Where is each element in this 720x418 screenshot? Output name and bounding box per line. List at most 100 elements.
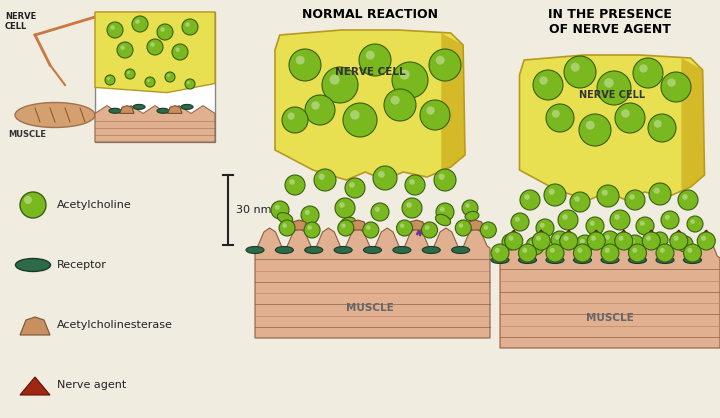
Circle shape: [425, 225, 429, 230]
Ellipse shape: [422, 247, 440, 253]
Circle shape: [550, 248, 555, 253]
Circle shape: [462, 200, 478, 216]
Circle shape: [185, 22, 190, 27]
Circle shape: [271, 201, 289, 219]
Circle shape: [161, 27, 165, 32]
Circle shape: [495, 248, 500, 253]
Circle shape: [508, 236, 513, 241]
Circle shape: [110, 25, 115, 30]
Circle shape: [400, 223, 405, 228]
Circle shape: [392, 62, 428, 98]
Circle shape: [597, 185, 619, 207]
Ellipse shape: [275, 247, 293, 253]
Text: NERVE
CELL: NERVE CELL: [5, 12, 36, 31]
Circle shape: [147, 79, 150, 82]
Circle shape: [526, 237, 544, 255]
Circle shape: [654, 120, 662, 128]
Circle shape: [491, 244, 509, 262]
Ellipse shape: [491, 257, 509, 263]
Circle shape: [646, 236, 651, 241]
Circle shape: [629, 194, 635, 200]
Circle shape: [391, 96, 400, 104]
Circle shape: [145, 77, 155, 87]
Circle shape: [558, 210, 578, 230]
Circle shape: [639, 64, 648, 73]
Circle shape: [287, 112, 294, 120]
Circle shape: [289, 179, 294, 185]
Circle shape: [629, 244, 647, 262]
Ellipse shape: [15, 102, 95, 127]
Circle shape: [586, 121, 595, 130]
Circle shape: [574, 244, 592, 262]
Circle shape: [601, 244, 619, 262]
Circle shape: [338, 220, 354, 236]
Polygon shape: [120, 106, 134, 113]
Circle shape: [533, 70, 563, 100]
Polygon shape: [467, 220, 485, 230]
Ellipse shape: [133, 104, 145, 110]
Polygon shape: [290, 220, 308, 230]
Circle shape: [630, 239, 635, 244]
Circle shape: [555, 235, 560, 240]
Circle shape: [147, 39, 163, 55]
Ellipse shape: [546, 257, 564, 263]
Circle shape: [311, 101, 320, 110]
Circle shape: [335, 198, 355, 218]
Polygon shape: [95, 106, 215, 142]
Circle shape: [107, 77, 110, 80]
Circle shape: [373, 166, 397, 190]
Circle shape: [505, 237, 510, 242]
Circle shape: [384, 89, 416, 121]
Circle shape: [655, 235, 660, 240]
Circle shape: [484, 225, 488, 230]
Circle shape: [701, 236, 706, 241]
Circle shape: [618, 236, 624, 241]
Circle shape: [680, 240, 685, 244]
Circle shape: [601, 231, 619, 249]
Circle shape: [182, 19, 198, 35]
Circle shape: [120, 46, 125, 50]
Circle shape: [434, 169, 456, 191]
Polygon shape: [275, 30, 465, 180]
FancyBboxPatch shape: [95, 12, 215, 142]
Circle shape: [576, 235, 594, 253]
Circle shape: [402, 198, 422, 218]
Text: Acetylcholine: Acetylcholine: [57, 200, 132, 210]
Circle shape: [539, 76, 548, 85]
Circle shape: [341, 223, 346, 228]
Ellipse shape: [574, 257, 592, 263]
Polygon shape: [520, 55, 704, 200]
Circle shape: [24, 196, 32, 204]
Circle shape: [625, 190, 645, 210]
Circle shape: [502, 234, 518, 250]
Circle shape: [150, 42, 155, 47]
Circle shape: [656, 244, 674, 262]
Circle shape: [688, 248, 693, 253]
Polygon shape: [255, 228, 490, 338]
Polygon shape: [505, 230, 523, 240]
Circle shape: [677, 236, 693, 252]
Circle shape: [366, 51, 374, 60]
Circle shape: [400, 69, 410, 80]
Ellipse shape: [109, 108, 121, 113]
Circle shape: [117, 42, 133, 58]
Circle shape: [289, 49, 321, 81]
Circle shape: [532, 232, 550, 250]
Ellipse shape: [518, 257, 536, 263]
Circle shape: [546, 244, 564, 262]
Circle shape: [349, 182, 355, 188]
Circle shape: [371, 203, 389, 221]
Ellipse shape: [451, 247, 469, 253]
Circle shape: [420, 100, 450, 130]
Text: NERVE CELL: NERVE CELL: [335, 67, 405, 77]
Text: Acetylcholinesterase: Acetylcholinesterase: [57, 320, 173, 330]
Circle shape: [436, 203, 454, 221]
Circle shape: [363, 222, 379, 238]
Circle shape: [544, 184, 566, 206]
Circle shape: [552, 110, 559, 118]
Circle shape: [409, 179, 415, 185]
Circle shape: [633, 58, 663, 88]
Circle shape: [683, 194, 688, 200]
Circle shape: [615, 232, 633, 250]
Circle shape: [586, 217, 604, 235]
